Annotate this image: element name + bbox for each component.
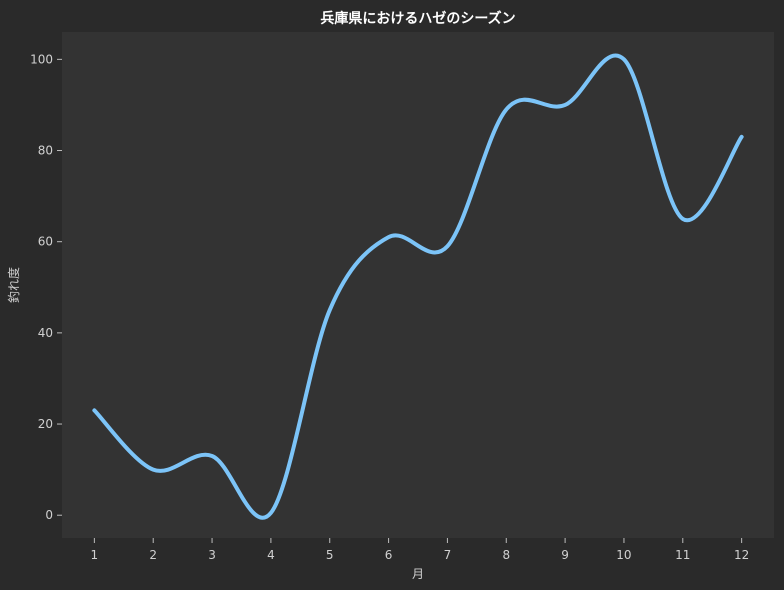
y-axis-label: 釣れ度: [6, 267, 21, 303]
plot-area: [62, 32, 774, 538]
data-point: [387, 235, 391, 239]
data-point: [740, 135, 744, 139]
data-point: [445, 244, 449, 248]
x-tick-label: 2: [149, 548, 157, 562]
x-tick-label: 4: [267, 548, 275, 562]
x-tick-label: 6: [385, 548, 393, 562]
y-tick-label: 0: [45, 508, 53, 522]
data-point: [681, 217, 685, 221]
x-tick-label: 8: [502, 548, 510, 562]
x-tick-label: 5: [326, 548, 334, 562]
data-point: [563, 103, 567, 107]
x-axis-label: 月: [412, 567, 424, 581]
x-tick-label: 9: [561, 548, 569, 562]
y-axis-ticks: 0 20 40 60 80 100: [30, 52, 62, 522]
x-tick-label: 11: [675, 548, 690, 562]
data-point: [622, 57, 626, 61]
x-tick-label: 12: [734, 548, 749, 562]
data-point: [210, 454, 214, 458]
data-point: [328, 308, 332, 312]
x-axis-ticks: 1 2 3 4 5 6 7 8 9 10 11 12: [91, 538, 749, 562]
data-point: [92, 408, 96, 412]
data-point: [504, 107, 508, 111]
y-tick-label: 60: [38, 235, 53, 249]
x-tick-label: 3: [208, 548, 216, 562]
data-point: [269, 511, 273, 515]
y-tick-label: 20: [38, 417, 53, 431]
y-tick-label: 40: [38, 326, 53, 340]
x-tick-label: 1: [91, 548, 99, 562]
series-line: [92, 53, 744, 520]
chart-title: 兵庫県におけるハゼのシーズン: [320, 10, 515, 27]
data-point: [151, 468, 155, 472]
x-tick-label: 7: [444, 548, 452, 562]
y-tick-label: 80: [38, 144, 53, 158]
y-tick-label: 100: [30, 52, 53, 66]
x-tick-label: 10: [616, 548, 631, 562]
